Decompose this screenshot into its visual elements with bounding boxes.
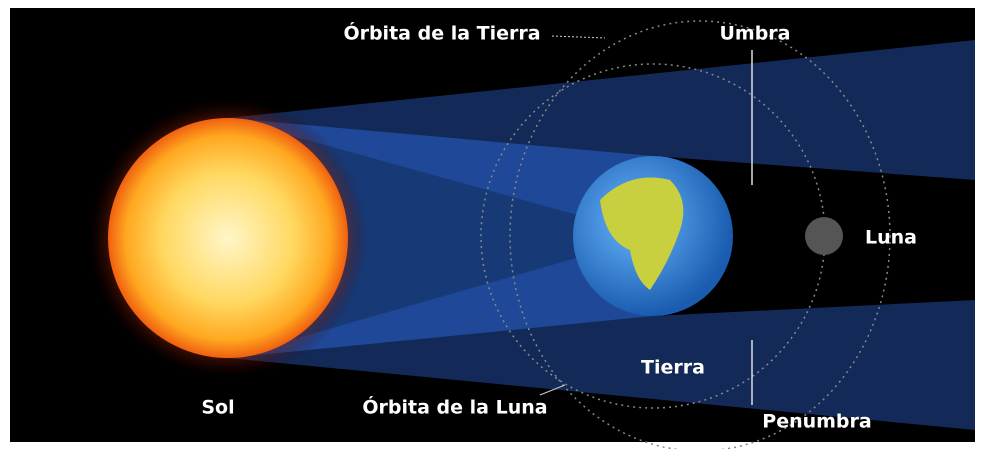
label: Órbita de la Luna <box>362 395 547 419</box>
label: Sol <box>201 397 234 419</box>
moon <box>805 217 843 255</box>
label: Luna <box>865 227 917 249</box>
label: Órbita de la Tierra <box>343 21 540 45</box>
label: Tierra <box>641 357 705 379</box>
sun <box>108 118 348 358</box>
label: Umbra <box>719 23 790 45</box>
label: Penumbra <box>762 411 871 433</box>
eclipse-diagram: Órbita de la Tierra Umbra Luna Tierra So… <box>0 0 985 449</box>
